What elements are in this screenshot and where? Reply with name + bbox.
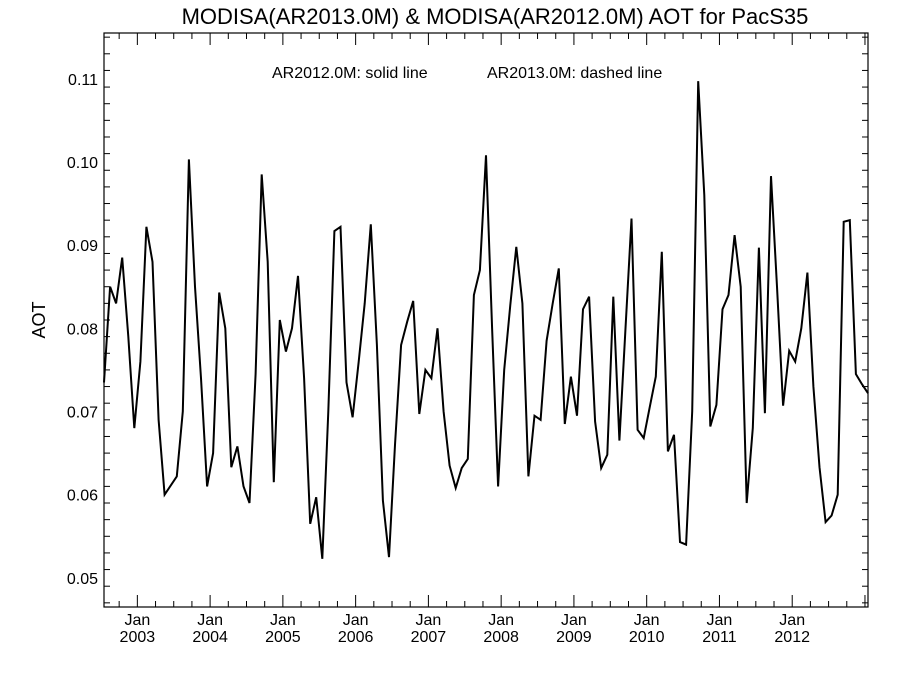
x-tick-label-year: 2008 (483, 629, 519, 646)
y-axis-label: AOT (29, 301, 49, 338)
x-tick-label-year: 2006 (338, 629, 374, 646)
x-tick-label-year: 2007 (411, 629, 447, 646)
x-tick-label-month: Jan (197, 612, 223, 629)
y-axis: 0.05 0.06 0.07 0.08 0.09 0.10 0.11 (67, 36, 868, 604)
x-tick-label-month: Jan (270, 612, 296, 629)
annotation-dashed-line: AR2013.0M: dashed line (487, 65, 662, 82)
x-tick-label-year: 2005 (265, 629, 301, 646)
x-tick-label-month: Jan (779, 612, 805, 629)
x-tick-label-year: 2011 (702, 629, 737, 646)
y-tick-label: 0.07 (67, 405, 98, 422)
x-tick-label-year: 2009 (556, 629, 592, 646)
x-tick-label-month: Jan (124, 612, 150, 629)
x-tick-label-month: Jan (634, 612, 660, 629)
series-layer (103, 81, 869, 559)
series-line-ar2012-0m (103, 81, 869, 559)
x-tick-label-month: Jan (343, 612, 369, 629)
x-tick-label-month: Jan (415, 612, 441, 629)
x-tick-label-year: 2010 (629, 629, 665, 646)
annotation-solid-line: AR2012.0M: solid line (272, 65, 428, 82)
y-tick-label: 0.09 (67, 238, 98, 255)
x-tick-label-month: Jan (707, 612, 733, 629)
y-tick-label: 0.08 (67, 321, 98, 338)
y-tick-label: 0.05 (67, 571, 98, 588)
x-tick-label-year: 2012 (774, 629, 810, 646)
y-tick-label: 0.10 (67, 155, 98, 172)
x-tick-label-year: 2003 (120, 629, 156, 646)
chart-title: MODISA(AR2013.0M) & MODISA(AR2012.0M) AO… (182, 4, 809, 29)
y-tick-label: 0.06 (67, 488, 98, 505)
x-tick-label-month: Jan (561, 612, 587, 629)
y-tick-label: 0.11 (68, 72, 98, 89)
x-axis: Jan2003Jan2004Jan2005Jan2006Jan2007Jan20… (118, 33, 866, 646)
x-tick-label-year: 2004 (192, 629, 228, 646)
x-tick-label-month: Jan (488, 612, 514, 629)
